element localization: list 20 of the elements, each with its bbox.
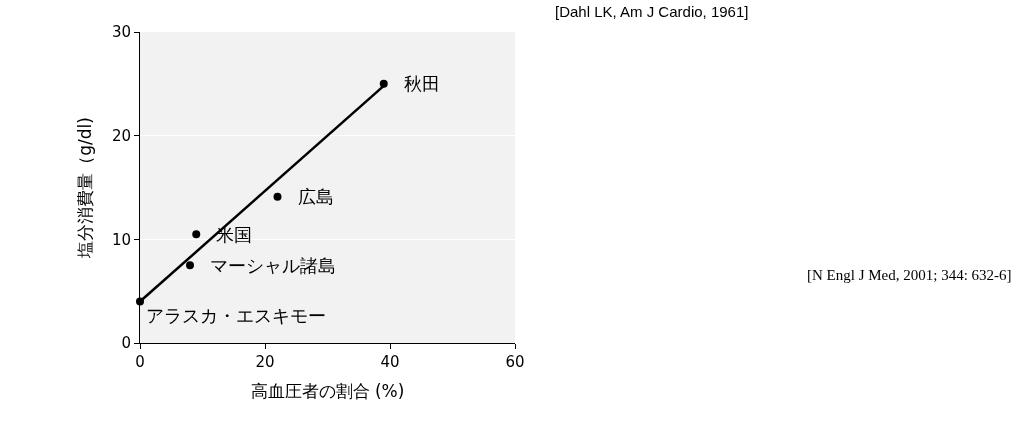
annotation: 広島 — [298, 186, 334, 207]
y-tick-label: 20 — [111, 126, 131, 145]
x-tick-label: 0 — [135, 353, 145, 371]
annotation: マーシャル諸島 — [210, 255, 336, 276]
x-tick-label: 20 — [255, 353, 275, 371]
y-tick-label: 0 — [121, 334, 131, 353]
annotation: 秋田 — [404, 73, 440, 94]
y-axis-title: 塩分消費量（g/dl) — [75, 117, 96, 259]
text: [N Engl J Med, 2001; 344: 632-6] — [807, 267, 1012, 283]
text: [Dahl LK, Am J Cardio, 1961] — [555, 3, 749, 20]
y-tick-label: 30 — [111, 23, 131, 42]
x-tick-label: 60 — [505, 353, 525, 371]
point — [273, 192, 282, 201]
annotation: アラスカ・エスキモー — [146, 305, 326, 326]
y-tick-label: 10 — [111, 230, 131, 249]
point — [192, 230, 201, 239]
x-axis-title: 高血圧者の割合 (%) — [250, 381, 405, 402]
point — [186, 261, 194, 270]
x-tick-label: 40 — [380, 353, 400, 371]
point — [379, 79, 388, 88]
